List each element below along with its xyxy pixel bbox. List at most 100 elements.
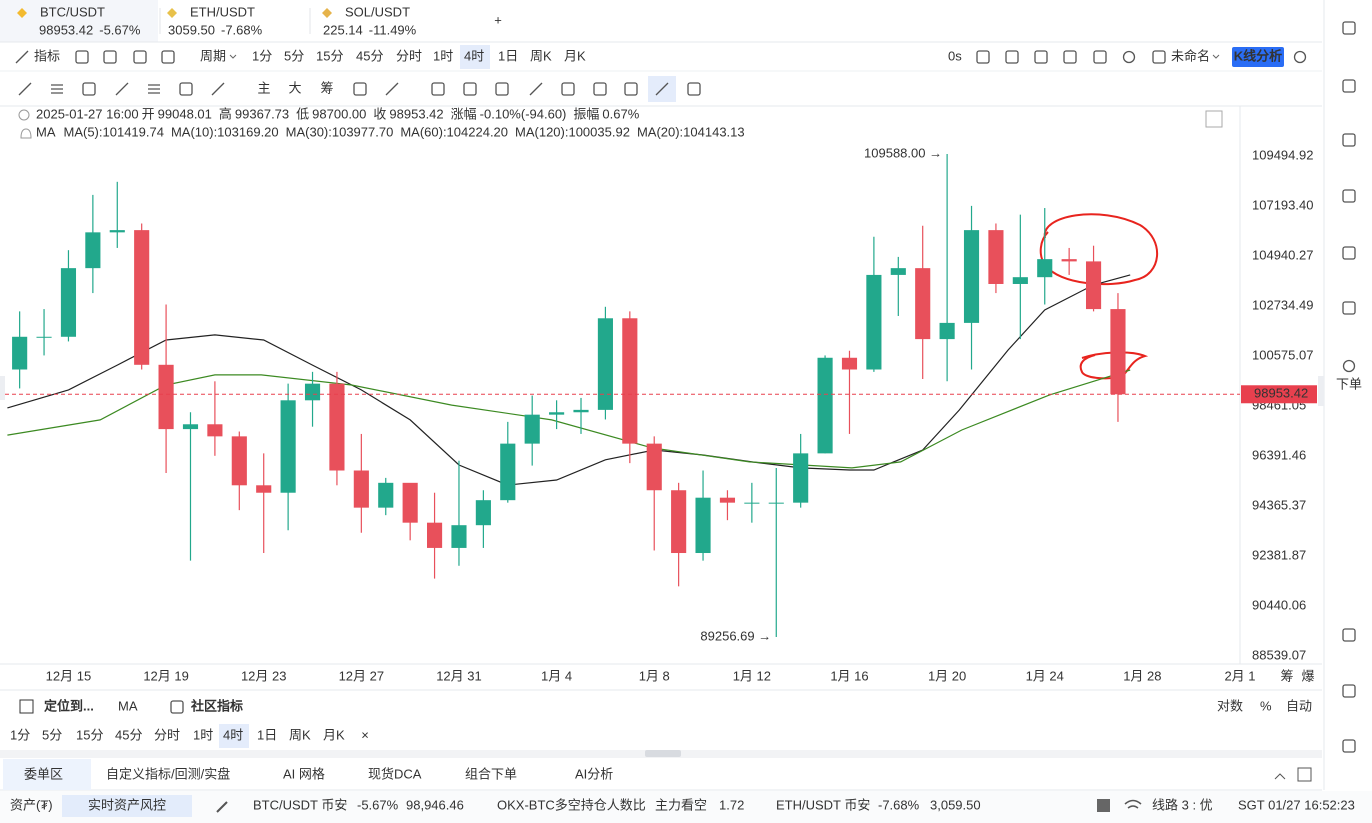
icon-shape[interactable] — [385, 82, 399, 96]
scale-option[interactable]: 对数 — [1217, 698, 1243, 713]
bottom-tab[interactable]: AI分析 — [575, 766, 613, 781]
interval-button[interactable]: 4时 — [223, 727, 243, 742]
icon[interactable] — [75, 50, 89, 64]
icon[interactable] — [1342, 79, 1356, 93]
icon-shape[interactable] — [1342, 79, 1356, 93]
collapse-up[interactable] — [1274, 773, 1286, 780]
tab-price[interactable]: 3059.50 — [168, 22, 215, 37]
interval-button[interactable]: 月K — [323, 727, 345, 742]
bottom-tab[interactable]: 现货DCA — [368, 766, 422, 781]
icon[interactable] — [179, 82, 193, 96]
icon-shape[interactable] — [1342, 628, 1356, 642]
icon-shape[interactable] — [1342, 684, 1356, 698]
risk-button-bg[interactable] — [62, 795, 192, 817]
icon-shape[interactable] — [133, 50, 147, 64]
indicator-button[interactable]: 指标 — [34, 48, 60, 63]
icon[interactable] — [1342, 301, 1356, 315]
fullscreen-icon[interactable] — [1205, 110, 1223, 128]
add-tab[interactable]: + — [494, 12, 502, 27]
tab-symbol[interactable]: BTC/USDT — [40, 4, 105, 19]
bottom-tab[interactable]: 自定义指标/回测/实盘 — [106, 766, 230, 781]
quick-button[interactable]: 筹 — [320, 80, 333, 95]
icon-shape[interactable] — [18, 82, 32, 96]
expand-icon[interactable] — [1297, 767, 1312, 782]
community-indicators[interactable]: 社区指标 — [190, 698, 243, 713]
icon-shape[interactable] — [1342, 739, 1356, 753]
icon-shape[interactable] — [431, 82, 445, 96]
interval-button[interactable]: 1分 — [252, 48, 272, 63]
icon[interactable] — [624, 82, 638, 96]
icon[interactable] — [1093, 50, 1107, 64]
icon-shape[interactable] — [529, 82, 543, 96]
icon[interactable] — [561, 82, 575, 96]
interval-button[interactable]: 1时 — [193, 727, 213, 742]
tab-symbol[interactable]: SOL/USDT — [345, 4, 410, 19]
icon[interactable] — [1342, 189, 1356, 203]
tab-price[interactable]: 98953.42 — [39, 22, 93, 37]
icon-shape[interactable] — [1122, 50, 1136, 64]
analysis-button-bg[interactable] — [1232, 47, 1284, 67]
interval-button[interactable]: 周K — [289, 727, 311, 742]
icon[interactable] — [1342, 739, 1356, 753]
icon[interactable] — [133, 50, 147, 64]
icon[interactable] — [1342, 628, 1356, 642]
icon-shape[interactable] — [1293, 50, 1307, 64]
icon-shape[interactable] — [115, 82, 129, 96]
icon[interactable] — [1342, 246, 1356, 260]
interval-button[interactable]: 1分 — [10, 727, 30, 742]
icon[interactable] — [463, 82, 477, 96]
icon-shape[interactable] — [1005, 50, 1019, 64]
icon-shape[interactable] — [1342, 133, 1356, 147]
left-handle[interactable] — [0, 376, 5, 400]
icon-shape[interactable] — [353, 82, 367, 96]
bottom-tab[interactable]: 委单区 — [24, 766, 63, 781]
icon-shape[interactable] — [15, 50, 29, 64]
icon[interactable] — [1122, 50, 1136, 64]
tab-change[interactable]: -7.68% — [221, 22, 263, 37]
icon-shape[interactable] — [1342, 189, 1356, 203]
scale-option[interactable]: 自动 — [1286, 698, 1312, 713]
interval-button[interactable]: 15分 — [316, 48, 343, 63]
icon-shape[interactable] — [1063, 50, 1077, 64]
interval-button[interactable]: 15分 — [76, 727, 103, 742]
order-button[interactable]: 下单 — [1336, 376, 1362, 391]
icon[interactable] — [593, 82, 607, 96]
tab-price[interactable]: 225.14 — [323, 22, 363, 37]
interval-button[interactable]: 1时 — [433, 48, 453, 63]
interval-button[interactable]: 5分 — [42, 727, 62, 742]
icon[interactable] — [1342, 21, 1356, 35]
quick-button[interactable]: 主 — [257, 80, 270, 95]
icon[interactable] — [103, 50, 117, 64]
icon[interactable] — [15, 50, 29, 64]
interval-button[interactable]: 分时 — [154, 727, 180, 742]
icon[interactable] — [1063, 50, 1077, 64]
ma-button[interactable]: MA — [118, 698, 138, 713]
icon-shape[interactable] — [1342, 21, 1356, 35]
icon-shape[interactable] — [1342, 246, 1356, 260]
icon[interactable] — [1152, 50, 1166, 64]
icon[interactable] — [148, 84, 160, 94]
icon-shape[interactable] — [148, 84, 160, 94]
interval-button[interactable]: 1日 — [498, 48, 518, 63]
icon[interactable] — [495, 82, 509, 96]
icon[interactable] — [385, 82, 399, 96]
help-icon[interactable] — [1097, 799, 1110, 812]
tab-change[interactable]: -11.49% — [369, 22, 417, 37]
interval-button[interactable]: 45分 — [356, 48, 383, 63]
icon[interactable] — [1342, 684, 1356, 698]
icon[interactable] — [687, 82, 701, 96]
icon[interactable] — [115, 82, 129, 96]
icon-shape[interactable] — [179, 82, 193, 96]
quick-button[interactable]: 大 — [288, 80, 301, 95]
icon-shape[interactable] — [1093, 50, 1107, 64]
icon[interactable] — [431, 82, 445, 96]
icon[interactable] — [51, 84, 63, 94]
icon-shape[interactable] — [82, 82, 96, 96]
icon[interactable] — [1342, 133, 1356, 147]
bottom-tab[interactable]: 组合下单 — [465, 766, 517, 781]
icon[interactable] — [1293, 50, 1307, 64]
interval-button[interactable]: 45分 — [115, 727, 142, 742]
layout-name[interactable]: 未命名 — [1171, 48, 1210, 63]
icon-shape[interactable] — [976, 50, 990, 64]
icon-shape[interactable] — [624, 82, 638, 96]
